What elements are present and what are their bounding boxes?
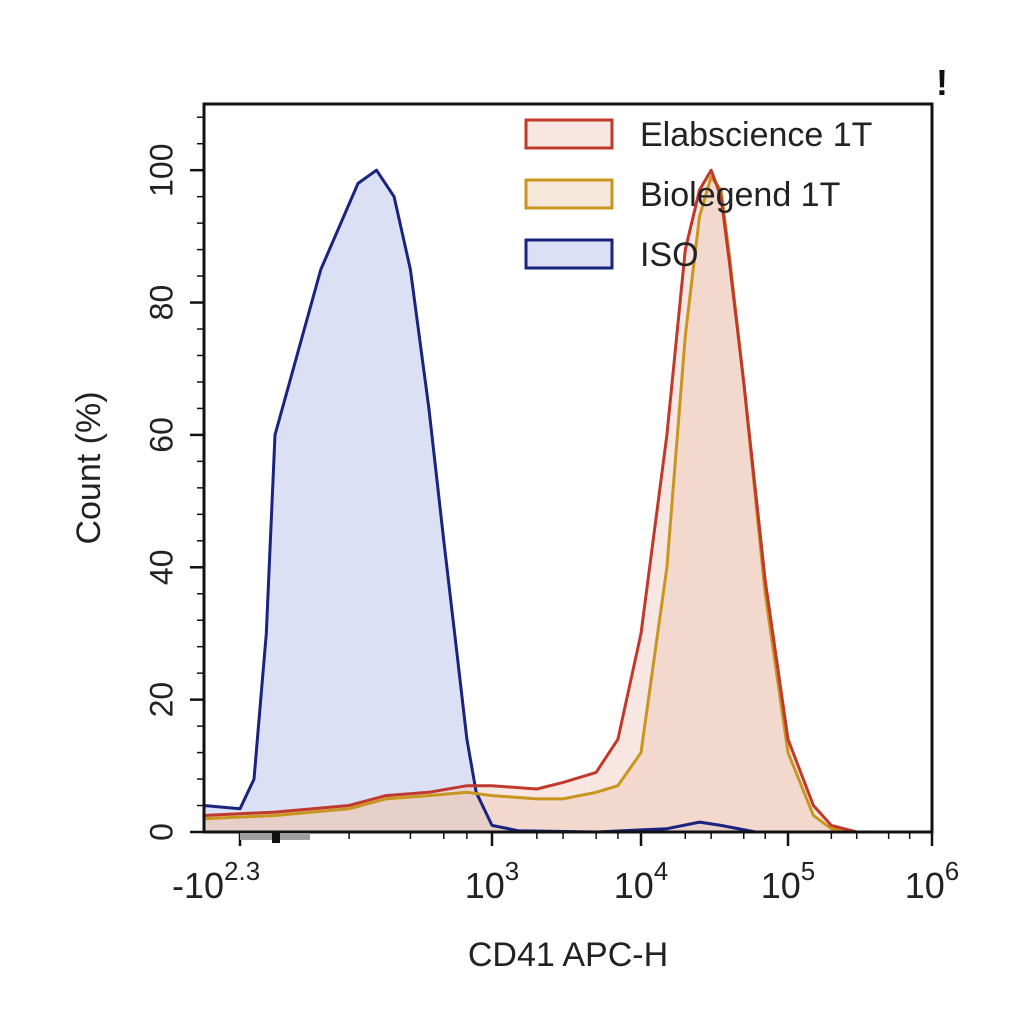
series-fill-biolegend-1t [204, 176, 932, 833]
x-axis: -102.3 103 104 105 106 [172, 832, 959, 906]
legend-label: Biolegend 1T [640, 176, 840, 214]
y-tick-label: 60 [143, 417, 179, 453]
series-fill-iso [204, 170, 932, 832]
x-axis-label: CD41 APC-H [468, 936, 668, 974]
zero-marker [272, 833, 280, 843]
x-tick-label: -102.3 [172, 856, 260, 906]
legend-swatch [524, 178, 614, 210]
legend-label: Elabscience 1T [640, 116, 872, 154]
series-fills [204, 170, 932, 833]
legend-swatch [524, 118, 614, 150]
x-tick-label: 105 [761, 856, 816, 906]
legend-swatch [524, 238, 614, 270]
y-tick-label: 80 [143, 285, 179, 321]
legend: Elabscience 1T Biolegend 1T ISO [524, 116, 872, 274]
y-tick-label: 40 [143, 549, 179, 585]
series-line-biolegend-1t [203, 175, 932, 834]
series-fill-elabscience-1t [204, 170, 932, 832]
x-tick-label: 103 [465, 856, 520, 906]
legend-label: ISO [640, 236, 699, 274]
series-line-elabscience-1t [203, 168, 932, 834]
plot-frame [202, 102, 934, 834]
corner-mark: ! [936, 62, 948, 103]
x-tick-label: 104 [614, 856, 669, 906]
x-tick-label: 106 [905, 856, 960, 906]
series-lines [203, 168, 932, 834]
y-tick-label: 100 [143, 143, 179, 196]
y-axis-label: Count (%) [70, 391, 108, 544]
y-tick-label: 20 [143, 682, 179, 718]
y-axis: 0 20 40 60 80 100 [143, 116, 204, 841]
series-line-iso [203, 168, 932, 834]
y-tick-label: 0 [143, 823, 179, 841]
